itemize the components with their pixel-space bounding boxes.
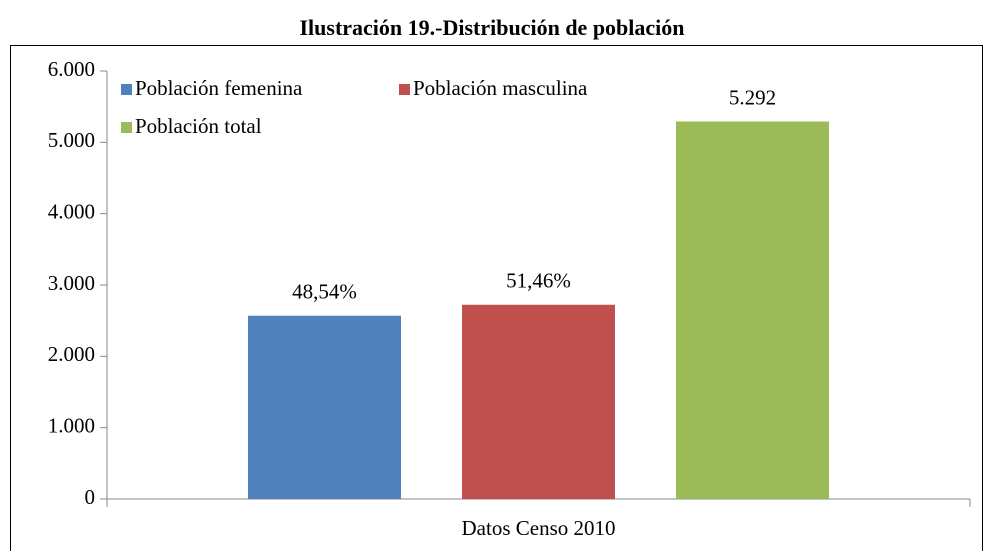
y-tick-label: 3.000 (48, 271, 95, 295)
y-tick-label: 1.000 (48, 413, 95, 437)
legend-label: Población total (135, 114, 262, 138)
y-tick-label: 0 (85, 485, 96, 509)
bar (676, 121, 829, 499)
legend-swatch (121, 84, 132, 95)
legend-swatch (399, 84, 410, 95)
bar (248, 315, 401, 499)
y-tick-label: 4.000 (48, 199, 95, 223)
y-tick-label: 5.000 (48, 128, 95, 152)
legend-swatch (121, 122, 132, 133)
y-tick-label: 2.000 (48, 342, 95, 366)
legend-label: Población femenina (135, 76, 303, 100)
bar (462, 304, 615, 499)
chart-title: Ilustración 19.-Distribución de població… (299, 15, 684, 40)
data-label: 5.292 (729, 85, 776, 109)
data-label: 51,46% (506, 269, 571, 293)
legend-label: Población masculina (413, 76, 588, 100)
chart-border (10, 45, 983, 551)
data-label: 48,54% (292, 280, 357, 304)
y-tick-label: 6.000 (48, 57, 95, 81)
x-tick-label: Datos Censo 2010 (462, 516, 616, 540)
